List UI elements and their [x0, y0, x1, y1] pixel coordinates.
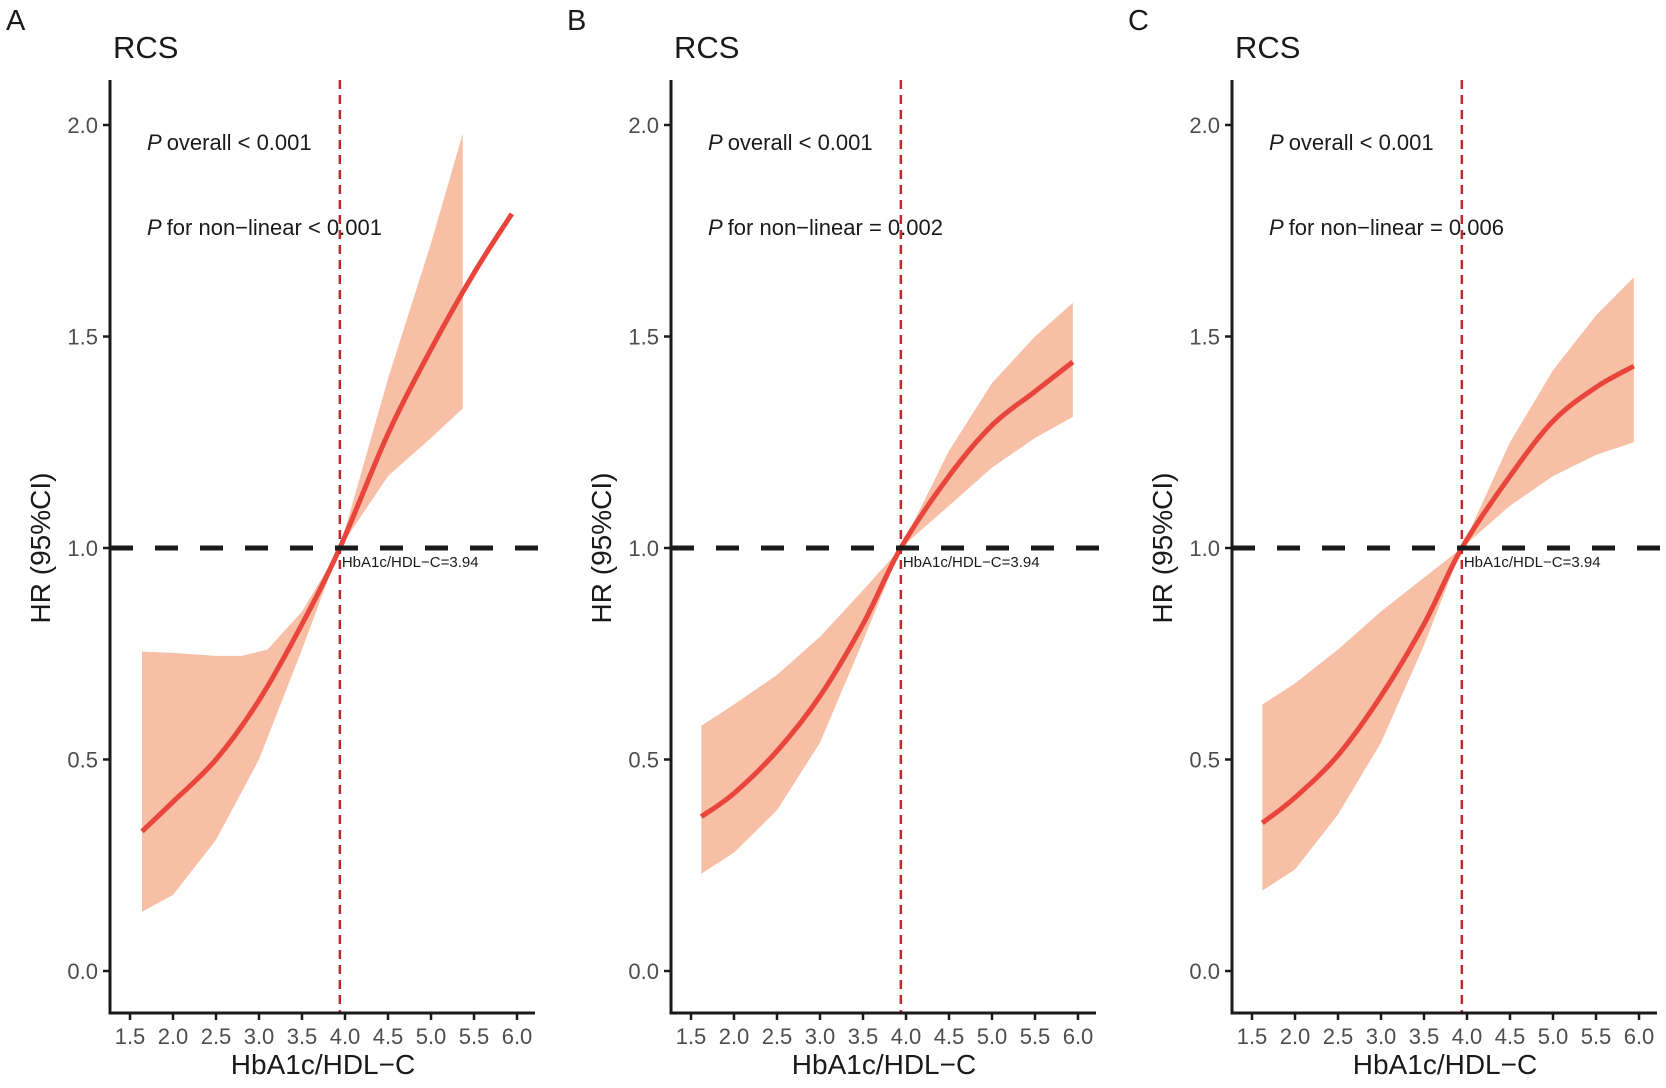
y-tick-label: 0.5 — [67, 748, 98, 773]
y-axis-title: HR (95%CI) — [25, 473, 56, 624]
panel-letter: A — [6, 5, 26, 37]
p-symbol: P — [1269, 215, 1284, 240]
panel-title: RCS — [1235, 30, 1300, 65]
x-axis-title: HbA1c/HDL−C — [1353, 1049, 1537, 1080]
reference-label: HbA1c/HDL−C=3.94 — [1464, 554, 1601, 571]
y-axis-title: HR (95%CI) — [1147, 473, 1178, 624]
y-tick-label: 1.0 — [628, 536, 659, 561]
x-tick-label: 3.0 — [244, 1024, 275, 1049]
x-tick-label: 1.5 — [115, 1024, 146, 1049]
x-tick-label: 3.5 — [1409, 1024, 1440, 1049]
p-nonlinear-value: for non−linear < 0.001 — [167, 215, 382, 240]
panel-letter: C — [1128, 5, 1149, 37]
x-tick-label: 2.5 — [762, 1024, 793, 1049]
x-tick-label: 1.5 — [676, 1024, 707, 1049]
p-overall-value: overall < 0.001 — [167, 130, 312, 155]
panel-letter: B — [567, 5, 586, 37]
x-tick-label: 3.5 — [848, 1024, 879, 1049]
p-overall-value: overall < 0.001 — [728, 130, 873, 155]
x-tick-label: 2.0 — [719, 1024, 750, 1049]
y-tick-label: 0.5 — [1189, 748, 1220, 773]
x-tick-label: 4.0 — [891, 1024, 922, 1049]
reference-label: HbA1c/HDL−C=3.94 — [903, 554, 1040, 571]
y-tick-label: 1.0 — [1189, 536, 1220, 561]
p-nonlinear-value: for non−linear = 0.006 — [1289, 215, 1504, 240]
hr-curve — [140, 212, 514, 834]
y-tick-label: 0.0 — [628, 959, 659, 984]
x-tick-label: 5.5 — [1581, 1024, 1612, 1049]
y-tick-label: 2.0 — [67, 113, 98, 138]
p-symbol: P — [1269, 130, 1284, 155]
x-tick-label: 2.5 — [201, 1024, 232, 1049]
y-tick-label: 0.5 — [628, 748, 659, 773]
x-tick-label: 5.5 — [1020, 1024, 1051, 1049]
x-tick-label: 3.0 — [805, 1024, 836, 1049]
hr-curve — [1260, 363, 1636, 825]
y-tick-label: 1.5 — [67, 325, 98, 350]
x-tick-label: 5.5 — [459, 1024, 490, 1049]
y-tick-label: 1.0 — [67, 536, 98, 561]
p-nonlinear-value: for non−linear = 0.002 — [728, 215, 943, 240]
x-tick-label: 4.0 — [330, 1024, 361, 1049]
ci-band — [701, 302, 1073, 874]
p-overall-value: overall < 0.001 — [1289, 130, 1434, 155]
ci-band — [142, 133, 463, 912]
ci-band — [1262, 277, 1634, 891]
x-axis-title: HbA1c/HDL−C — [792, 1049, 976, 1080]
x-tick-label: 5.0 — [1538, 1024, 1569, 1049]
p-symbol: P — [708, 215, 723, 240]
y-tick-label: 1.5 — [1189, 325, 1220, 350]
y-tick-label: 0.0 — [1189, 959, 1220, 984]
x-tick-label: 2.0 — [158, 1024, 189, 1049]
x-tick-label: 2.5 — [1323, 1024, 1354, 1049]
reference-label: HbA1c/HDL−C=3.94 — [342, 554, 479, 571]
p-symbol: P — [147, 215, 162, 240]
x-tick-label: 4.0 — [1452, 1024, 1483, 1049]
y-tick-label: 2.0 — [628, 113, 659, 138]
y-axis-title: HR (95%CI) — [586, 473, 617, 624]
x-tick-label: 5.0 — [977, 1024, 1008, 1049]
panel-title: RCS — [113, 30, 178, 65]
x-tick-label: 6.0 — [1624, 1024, 1655, 1049]
x-tick-label: 2.0 — [1280, 1024, 1311, 1049]
x-tick-label: 3.0 — [1366, 1024, 1397, 1049]
panel-title: RCS — [674, 30, 739, 65]
x-tick-label: 6.0 — [502, 1024, 533, 1049]
p-symbol: P — [147, 130, 162, 155]
x-tick-label: 5.0 — [416, 1024, 447, 1049]
y-tick-label: 1.5 — [628, 325, 659, 350]
p-symbol: P — [708, 130, 723, 155]
y-tick-label: 0.0 — [67, 959, 98, 984]
x-axis-title: HbA1c/HDL−C — [231, 1049, 415, 1080]
x-tick-label: 6.0 — [1063, 1024, 1094, 1049]
x-tick-label: 4.5 — [373, 1024, 404, 1049]
x-tick-label: 1.5 — [1237, 1024, 1268, 1049]
x-tick-label: 4.5 — [1495, 1024, 1526, 1049]
hr-curve — [699, 359, 1075, 819]
x-tick-label: 3.5 — [287, 1024, 318, 1049]
x-tick-label: 4.5 — [934, 1024, 965, 1049]
y-tick-label: 2.0 — [1189, 113, 1220, 138]
